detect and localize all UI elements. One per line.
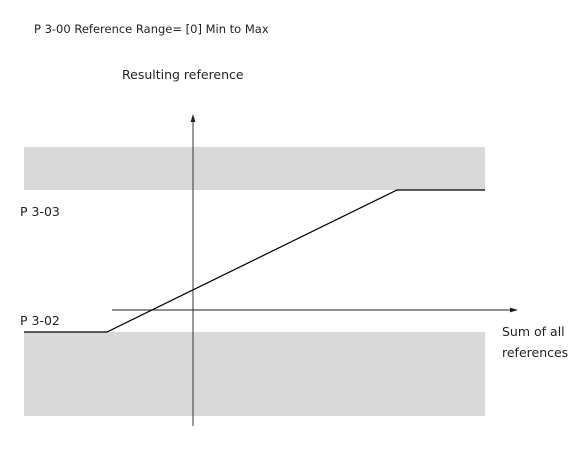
max-reference-label: P 3-03 (20, 204, 60, 219)
upper-limit-band (24, 147, 485, 190)
x-axis-label-line1: Sum of all (502, 324, 565, 339)
diagram-title: P 3-00 Reference Range= [0] Min to Max (34, 22, 269, 36)
lower-limit-band (24, 332, 485, 416)
min-reference-label: P 3-02 (20, 313, 60, 328)
x-axis-label-line2: references (502, 345, 568, 360)
reference-curve (24, 189, 485, 333)
x-axis-arrow (510, 307, 518, 313)
y-axis-label: Resulting reference (122, 67, 244, 82)
y-axis-arrow (190, 114, 196, 122)
